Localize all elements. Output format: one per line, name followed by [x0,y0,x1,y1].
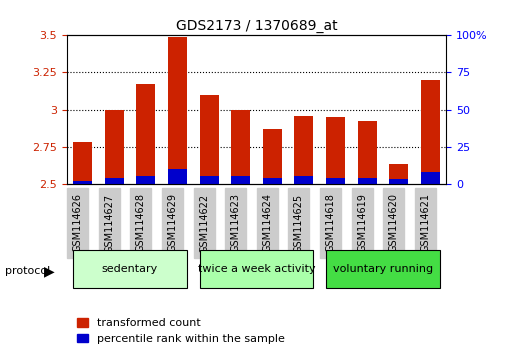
Bar [421,172,440,184]
Bar [358,121,377,184]
Bar [358,178,377,184]
Title: GDS2173 / 1370689_at: GDS2173 / 1370689_at [175,19,338,33]
Bar [389,179,408,184]
Bar [263,178,282,184]
Bar [73,181,92,184]
Text: ▶: ▶ [44,264,54,278]
Bar [389,165,408,184]
Bar [421,80,440,184]
Text: twice a week activity: twice a week activity [198,264,315,274]
Bar [168,37,187,184]
FancyBboxPatch shape [73,250,187,288]
Bar [326,117,345,184]
Bar [200,95,219,184]
Bar [231,110,250,184]
Bar [105,178,124,184]
Bar [294,115,313,184]
Legend: transformed count, percentile rank within the sample: transformed count, percentile rank withi… [72,314,289,348]
Bar [136,176,155,184]
Bar [73,142,92,184]
Bar [136,84,155,184]
Bar [168,169,187,184]
Text: protocol: protocol [5,266,50,276]
Text: sedentary: sedentary [102,264,158,274]
Bar [231,176,250,184]
Bar [294,176,313,184]
FancyBboxPatch shape [326,250,440,288]
Text: voluntary running: voluntary running [333,264,433,274]
Bar [263,129,282,184]
Bar [326,178,345,184]
FancyBboxPatch shape [200,250,313,288]
Bar [105,110,124,184]
Bar [200,176,219,184]
